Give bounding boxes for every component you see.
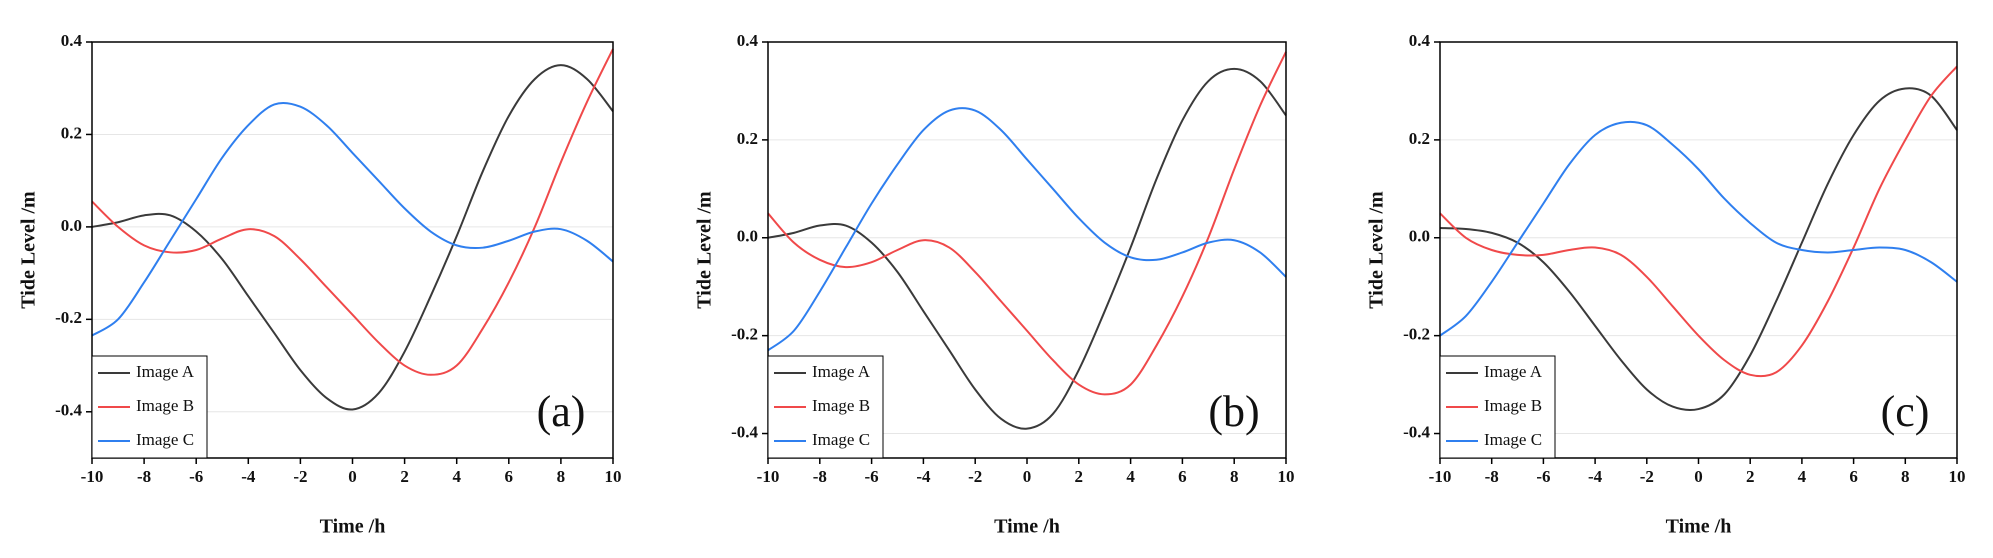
- legend-label: Image C: [1484, 430, 1542, 449]
- x-tick-label: 6: [1849, 467, 1858, 486]
- y-tick-label: 0.4: [737, 31, 759, 50]
- y-tick-label: 0.0: [737, 227, 758, 246]
- x-tick-label: -8: [813, 467, 827, 486]
- x-tick-label: -4: [241, 467, 256, 486]
- x-tick-label: 4: [452, 467, 461, 486]
- plot-frame: [91, 41, 614, 459]
- x-tick-label: 2: [1746, 467, 1755, 486]
- legend-label: Image B: [1484, 396, 1542, 415]
- legend-label: Image A: [1484, 362, 1543, 381]
- x-tick-label: 8: [1230, 467, 1239, 486]
- x-tick-label: 4: [1798, 467, 1807, 486]
- x-tick-label: -2: [1640, 467, 1654, 486]
- y-tick-label: -0.2: [55, 308, 82, 327]
- x-tick-label: -10: [757, 467, 780, 486]
- x-tick-label: -2: [968, 467, 982, 486]
- x-tick-label: 0: [348, 467, 357, 486]
- x-tick-label: 2: [400, 467, 409, 486]
- x-tick-label: 6: [1178, 467, 1187, 486]
- x-tick-label: -8: [1485, 467, 1499, 486]
- x-tick-label: -6: [1536, 467, 1550, 486]
- series-line: [767, 107, 1287, 352]
- y-tick-label: 0.2: [61, 123, 82, 142]
- series-line: [91, 101, 614, 337]
- annotation: (b): [1208, 387, 1259, 436]
- x-tick-label: 8: [1901, 467, 1910, 486]
- y-tick-label: 0.0: [61, 216, 82, 235]
- annotation: (c): [1881, 387, 1930, 436]
- legend-label: Image A: [812, 362, 871, 381]
- x-axis-label: Time /h: [994, 516, 1060, 538]
- x-axis-label: Time /h: [1666, 516, 1732, 538]
- x-tick-label: 4: [1126, 467, 1135, 486]
- x-tick-label: -4: [916, 467, 931, 486]
- legend-label: Image C: [136, 430, 194, 449]
- x-tick-label: -10: [81, 467, 104, 486]
- series-line: [1439, 120, 1958, 337]
- plot-frame: [767, 41, 1287, 459]
- x-axis-label: Time /h: [320, 516, 386, 538]
- series-line: [1439, 65, 1958, 378]
- series-line: [1439, 87, 1958, 412]
- x-tick-label: -6: [189, 467, 203, 486]
- legend-label: Image A: [136, 362, 195, 381]
- series-line: [91, 64, 614, 411]
- x-tick-label: -4: [1588, 467, 1603, 486]
- x-tick-label: 10: [1949, 467, 1966, 486]
- x-tick-label: 8: [557, 467, 566, 486]
- annotation: (a): [537, 387, 586, 436]
- x-tick-label: 0: [1023, 467, 1032, 486]
- plot-frame: [1439, 41, 1958, 459]
- x-tick-label: -8: [137, 467, 151, 486]
- legend-label: Image B: [812, 396, 870, 415]
- series-line: [91, 48, 614, 376]
- x-tick-label: -6: [865, 467, 879, 486]
- series-line: [767, 51, 1287, 396]
- x-tick-label: -10: [1429, 467, 1452, 486]
- x-tick-label: 10: [1278, 467, 1295, 486]
- legend-label: Image B: [136, 396, 194, 415]
- legend-label: Image C: [812, 430, 870, 449]
- y-tick-label: -0.2: [1403, 325, 1430, 344]
- y-tick-label: 0.4: [61, 31, 83, 50]
- y-tick-label: -0.4: [55, 401, 82, 420]
- y-axis-label: Tide Level /m: [18, 191, 40, 309]
- y-tick-label: 0.2: [1409, 129, 1430, 148]
- x-tick-label: 0: [1694, 467, 1703, 486]
- y-tick-label: 0.2: [737, 129, 758, 148]
- y-tick-label: 0.0: [1409, 227, 1430, 246]
- y-tick-label: 0.4: [1409, 31, 1431, 50]
- y-axis-label: Tide Level /m: [694, 191, 716, 309]
- y-axis-label: Tide Level /m: [1366, 191, 1388, 309]
- y-tick-label: -0.4: [731, 422, 758, 441]
- x-tick-label: 6: [505, 467, 514, 486]
- x-tick-label: -2: [293, 467, 307, 486]
- y-tick-label: -0.4: [1403, 422, 1430, 441]
- x-tick-label: 2: [1075, 467, 1084, 486]
- x-tick-label: 10: [605, 467, 622, 486]
- y-tick-label: -0.2: [731, 325, 758, 344]
